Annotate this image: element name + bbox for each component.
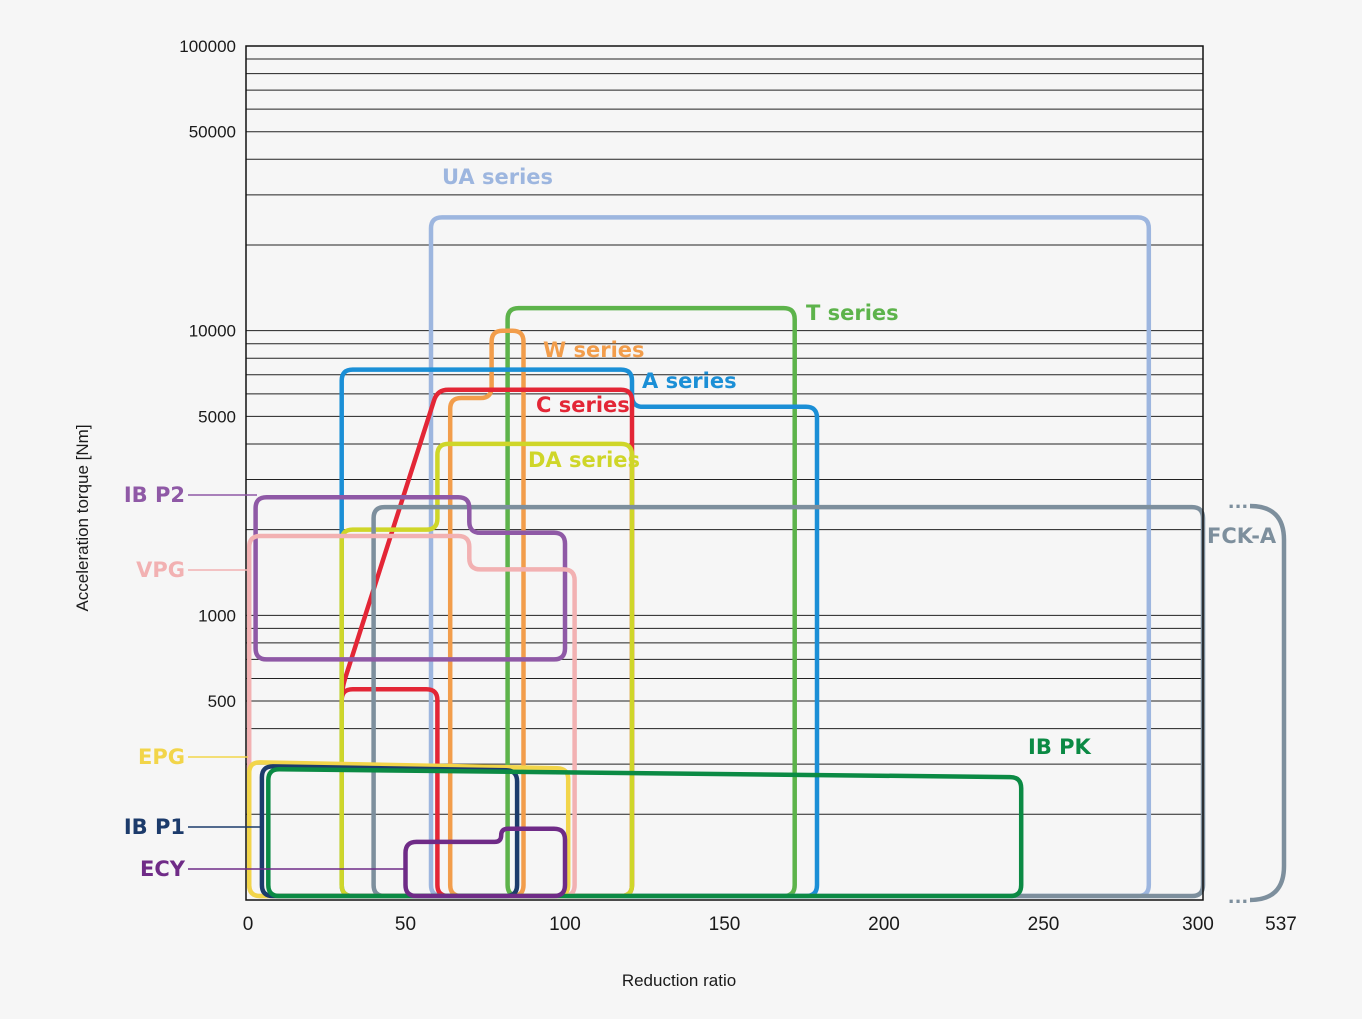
- y-tick-label: 50000: [189, 123, 236, 142]
- da-series-shape: [339, 441, 635, 899]
- fck-a-bracket: [1249, 503, 1287, 903]
- series-label-3: A series: [642, 369, 737, 393]
- series-label-8: VPG: [136, 558, 185, 582]
- series-label-12: ECY: [140, 857, 186, 881]
- series-label-6: FCK-A: [1207, 524, 1277, 548]
- x-axis-label: Reduction ratio: [622, 971, 736, 990]
- x-tick-label: 537: [1265, 914, 1297, 935]
- x-tick-label: 0: [243, 914, 254, 935]
- x-tick-label: 100: [549, 914, 581, 935]
- series-label-5: DA series: [528, 448, 640, 472]
- y-axis-label: Acceleration torque [Nm]: [73, 424, 92, 611]
- plot-frame-rect: [245, 45, 1204, 901]
- y-tick-label: 500: [208, 692, 236, 711]
- series-label-10: IB P1: [124, 815, 185, 839]
- gridlines: [246, 45, 1203, 815]
- x-tick-label: 150: [709, 914, 741, 935]
- ua-series-shape: [428, 215, 1152, 899]
- series-label-0: UA series: [442, 165, 553, 189]
- plot-frame: [245, 45, 1204, 901]
- series-label-4: C series: [536, 393, 630, 417]
- w-series-shape: [447, 328, 526, 899]
- x-tick-label: 300: [1182, 914, 1214, 935]
- y-tick-label: 5000: [198, 407, 236, 426]
- ib-pk-shape: [266, 767, 1024, 899]
- x-tick-label: 200: [868, 914, 900, 935]
- fck-a-dots-top: ...: [1228, 492, 1249, 513]
- series-label-1: T series: [806, 301, 899, 325]
- x-ticks: 0 50 100 150 200 250 300 537: [243, 914, 1297, 935]
- y-ticks: 500 1000 5000 10000 50000 100000: [179, 37, 236, 711]
- x-tick-label: 50: [395, 914, 416, 935]
- fck-a-dots-bottom: ...: [1228, 887, 1249, 908]
- epg-shape: [246, 760, 571, 899]
- fck-a-shape: [371, 504, 1206, 899]
- series-label-7: IB P2: [124, 483, 185, 507]
- x-tick-label: 250: [1028, 914, 1060, 935]
- ib-p1-shape: [259, 764, 520, 899]
- series-labels: UA series T series W series A series C serie…: [124, 165, 1277, 881]
- y-tick-label: 100000: [179, 37, 236, 56]
- series-label-2: W series: [543, 338, 645, 362]
- ecy-shape: [403, 826, 568, 899]
- series-label-9: EPG: [138, 745, 185, 769]
- y-tick-label: 1000: [198, 606, 236, 625]
- series-shapes: ......: [246, 215, 1287, 908]
- series-label-11: IB PK: [1028, 735, 1092, 759]
- ib-p2-shape: [253, 494, 568, 662]
- y-tick-label: 10000: [189, 322, 236, 341]
